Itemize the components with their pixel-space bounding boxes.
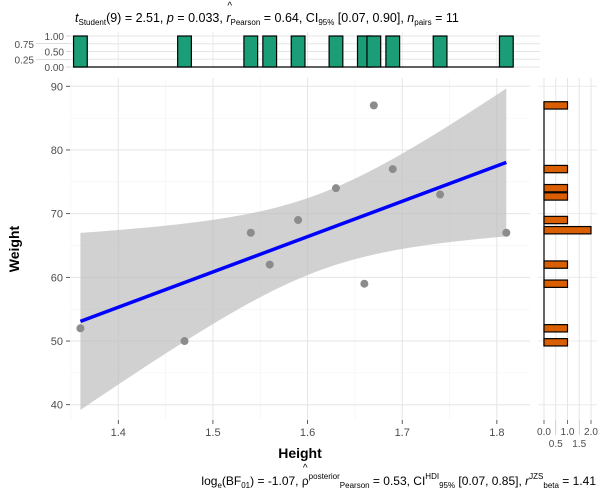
y-tick-label: 60	[51, 272, 63, 284]
top-hist-y-tick-label: 0.25	[15, 55, 35, 66]
data-point	[294, 216, 303, 225]
data-point	[360, 279, 369, 288]
top-hist-y-tick-label: 0.50	[45, 48, 65, 59]
right-hist-x-tick-label: 1.0	[561, 427, 575, 438]
rho-hat-mark: ^	[303, 463, 308, 474]
data-point	[331, 184, 340, 193]
top-hist-bar	[498, 35, 514, 68]
y-tick-label: 40	[51, 400, 63, 412]
top-hist-y-tick-label: 0.75	[15, 40, 35, 51]
top-histogram: 0.00 0.25 0.50 0.75 1.00	[15, 32, 540, 74]
x-tick-label: 1.7	[395, 427, 410, 439]
top-hist-bar	[262, 35, 278, 68]
right-hist-x-tick-label: 1.5	[572, 439, 586, 450]
confidence-band	[80, 88, 507, 410]
right-hist-x-tick-label: 0.5	[549, 439, 563, 450]
top-hist-bar	[366, 35, 382, 68]
data-point	[369, 101, 378, 110]
right-hist-bar	[543, 279, 569, 288]
caption: loge(BF01) = -1.07, ρposteriorPearson = …	[201, 472, 596, 490]
data-point	[265, 260, 274, 269]
x-tick-label: 1.5	[205, 427, 220, 439]
x-tick-label: 1.6	[300, 427, 315, 439]
main-panel: 1.4 1.5 1.6 1.7 1.8 40 50 60 70 80 90	[51, 78, 530, 439]
top-hist-y-tick-label: 0.00	[45, 63, 65, 74]
top-hist-bar	[385, 35, 401, 68]
right-hist-bar	[543, 101, 569, 110]
top-hist-bar	[328, 35, 344, 68]
x-tick-label: 1.4	[111, 427, 126, 439]
y-tick-label: 50	[51, 336, 63, 348]
right-hist-bar	[543, 324, 569, 333]
right-hist-bar	[543, 183, 569, 193]
top-hist-bar	[177, 35, 192, 68]
right-hist-bar	[543, 225, 592, 235]
top-hist-bar	[72, 35, 88, 68]
data-point	[246, 228, 255, 237]
data-point	[436, 190, 445, 199]
right-hist-bar	[543, 260, 569, 269]
data-point	[180, 337, 189, 346]
y-tick-label: 70	[51, 209, 63, 221]
top-hist-bar	[243, 35, 259, 68]
data-point	[76, 324, 85, 333]
right-hist-x-tick-label: 0.0	[537, 427, 551, 438]
y-tick-label: 90	[51, 81, 63, 93]
data-point	[388, 165, 397, 174]
regression-line	[79, 160, 507, 324]
right-histogram: 0.00.51.01.52.0	[537, 78, 598, 450]
x-tick-label: 1.8	[489, 427, 504, 439]
y-tick-label: 80	[51, 145, 63, 157]
top-hist-bar	[290, 35, 306, 68]
right-hist-x-tick-label: 2.0	[584, 427, 598, 438]
data-point	[502, 228, 511, 237]
subtitle: tStudent(9) = 2.51, p = 0.033, rPearson …	[75, 11, 459, 27]
right-hist-bar	[543, 192, 569, 201]
x-axis-label: Height	[278, 445, 322, 461]
top-hist-y-tick-label: 1.00	[45, 32, 65, 43]
top-hist-bar	[432, 35, 448, 68]
right-hist-bar	[543, 164, 569, 174]
y-axis-label: Weight	[6, 225, 22, 272]
right-hist-bar	[543, 215, 569, 225]
right-hist-bar	[543, 338, 569, 347]
r-hat-mark: ^	[227, 1, 232, 12]
